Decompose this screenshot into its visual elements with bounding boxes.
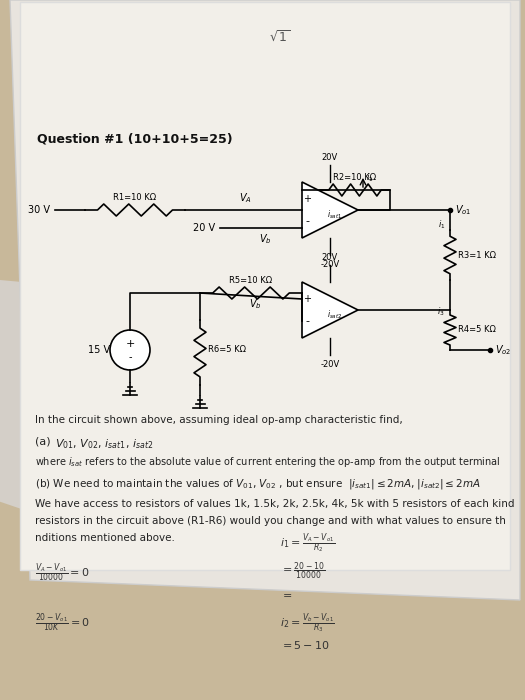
Text: R6=5 KΩ: R6=5 KΩ xyxy=(208,346,246,354)
Text: (a): (a) xyxy=(35,437,54,447)
Text: R5=10 KΩ: R5=10 KΩ xyxy=(229,276,272,285)
Text: $\frac{20 - V_{o1}}{10K} = 0$: $\frac{20 - V_{o1}}{10K} = 0$ xyxy=(35,611,90,634)
Text: -: - xyxy=(128,352,132,362)
Text: where $i_{sat}$ refers to the absolute value of current entering the op-amp from: where $i_{sat}$ refers to the absolute v… xyxy=(35,455,500,469)
Polygon shape xyxy=(302,182,358,238)
Text: $i_{sat1}$: $i_{sat1}$ xyxy=(328,209,343,221)
Text: nditions mentioned above.: nditions mentioned above. xyxy=(35,533,175,543)
Text: -: - xyxy=(305,316,309,326)
Text: $\frac{V_A - V_{o1}}{10000} = 0$: $\frac{V_A - V_{o1}}{10000} = 0$ xyxy=(35,561,90,584)
Text: +: + xyxy=(303,294,311,304)
Text: +: + xyxy=(125,339,135,349)
Text: R2=10 KΩ: R2=10 KΩ xyxy=(333,173,376,182)
Polygon shape xyxy=(20,2,510,570)
Text: $V_{01}$, $V_{02}$, $i_{sat1}$, $i_{sat2}$: $V_{01}$, $V_{02}$, $i_{sat1}$, $i_{sat2… xyxy=(55,437,153,451)
Text: We have access to resistors of values 1k, 1.5k, 2k, 2.5k, 4k, 5k with 5 resistor: We have access to resistors of values 1k… xyxy=(35,499,514,509)
Text: $i_2 = \frac{V_b - V_{o1}}{R_3}$: $i_2 = \frac{V_b - V_{o1}}{R_3}$ xyxy=(280,611,335,635)
Text: $= \frac{20-10}{10000}$: $= \frac{20-10}{10000}$ xyxy=(280,561,325,582)
Text: R4=5 KΩ: R4=5 KΩ xyxy=(458,326,496,335)
Text: R3=1 KΩ: R3=1 KΩ xyxy=(458,251,496,260)
Polygon shape xyxy=(302,282,358,338)
Text: +: + xyxy=(303,194,311,204)
Text: $i_1$: $i_1$ xyxy=(437,218,445,231)
Text: resistors in the circuit above (R1-R6) would you change and with what values to : resistors in the circuit above (R1-R6) w… xyxy=(35,516,506,526)
Text: 20V: 20V xyxy=(322,253,338,262)
Text: (b) We need to maintain the values of $V_{01}$, $V_{02}$ , but ensure  $|i_{sat1: (b) We need to maintain the values of $V… xyxy=(35,477,480,491)
Text: $\sqrt{1}$: $\sqrt{1}$ xyxy=(269,30,290,46)
Text: $i_1$: $i_1$ xyxy=(366,171,373,183)
Text: In the circuit shown above, assuming ideal op-amp characteristic find,: In the circuit shown above, assuming ide… xyxy=(35,415,403,425)
Polygon shape xyxy=(0,280,220,570)
Text: $V_b$: $V_b$ xyxy=(259,232,271,246)
Polygon shape xyxy=(10,0,520,600)
Text: -20V: -20V xyxy=(320,360,340,369)
Text: $i_1 = \frac{V_A - V_{o1}}{R_2}$: $i_1 = \frac{V_A - V_{o1}}{R_2}$ xyxy=(280,531,335,555)
Circle shape xyxy=(110,330,150,370)
Text: $=$: $=$ xyxy=(280,589,292,599)
Text: 20V: 20V xyxy=(322,153,338,162)
Text: $= 5 - 10$: $= 5 - 10$ xyxy=(280,639,330,651)
Text: $i_3$: $i_3$ xyxy=(437,305,445,318)
Text: $V_{o2}$: $V_{o2}$ xyxy=(495,343,511,357)
Text: $i_{sat2}$: $i_{sat2}$ xyxy=(328,309,343,321)
Text: -20V: -20V xyxy=(320,260,340,269)
Text: $V_A$: $V_A$ xyxy=(238,191,251,205)
Text: Question #1 (10+10+5=25): Question #1 (10+10+5=25) xyxy=(37,133,233,146)
Text: R1=10 KΩ: R1=10 KΩ xyxy=(113,193,156,202)
Text: 15 V: 15 V xyxy=(88,345,110,355)
Text: 30 V: 30 V xyxy=(28,205,50,215)
Text: $V_b$: $V_b$ xyxy=(249,297,261,311)
Text: -: - xyxy=(305,216,309,226)
Text: $V_{o1}$: $V_{o1}$ xyxy=(455,203,471,217)
Text: 20 V: 20 V xyxy=(193,223,215,233)
